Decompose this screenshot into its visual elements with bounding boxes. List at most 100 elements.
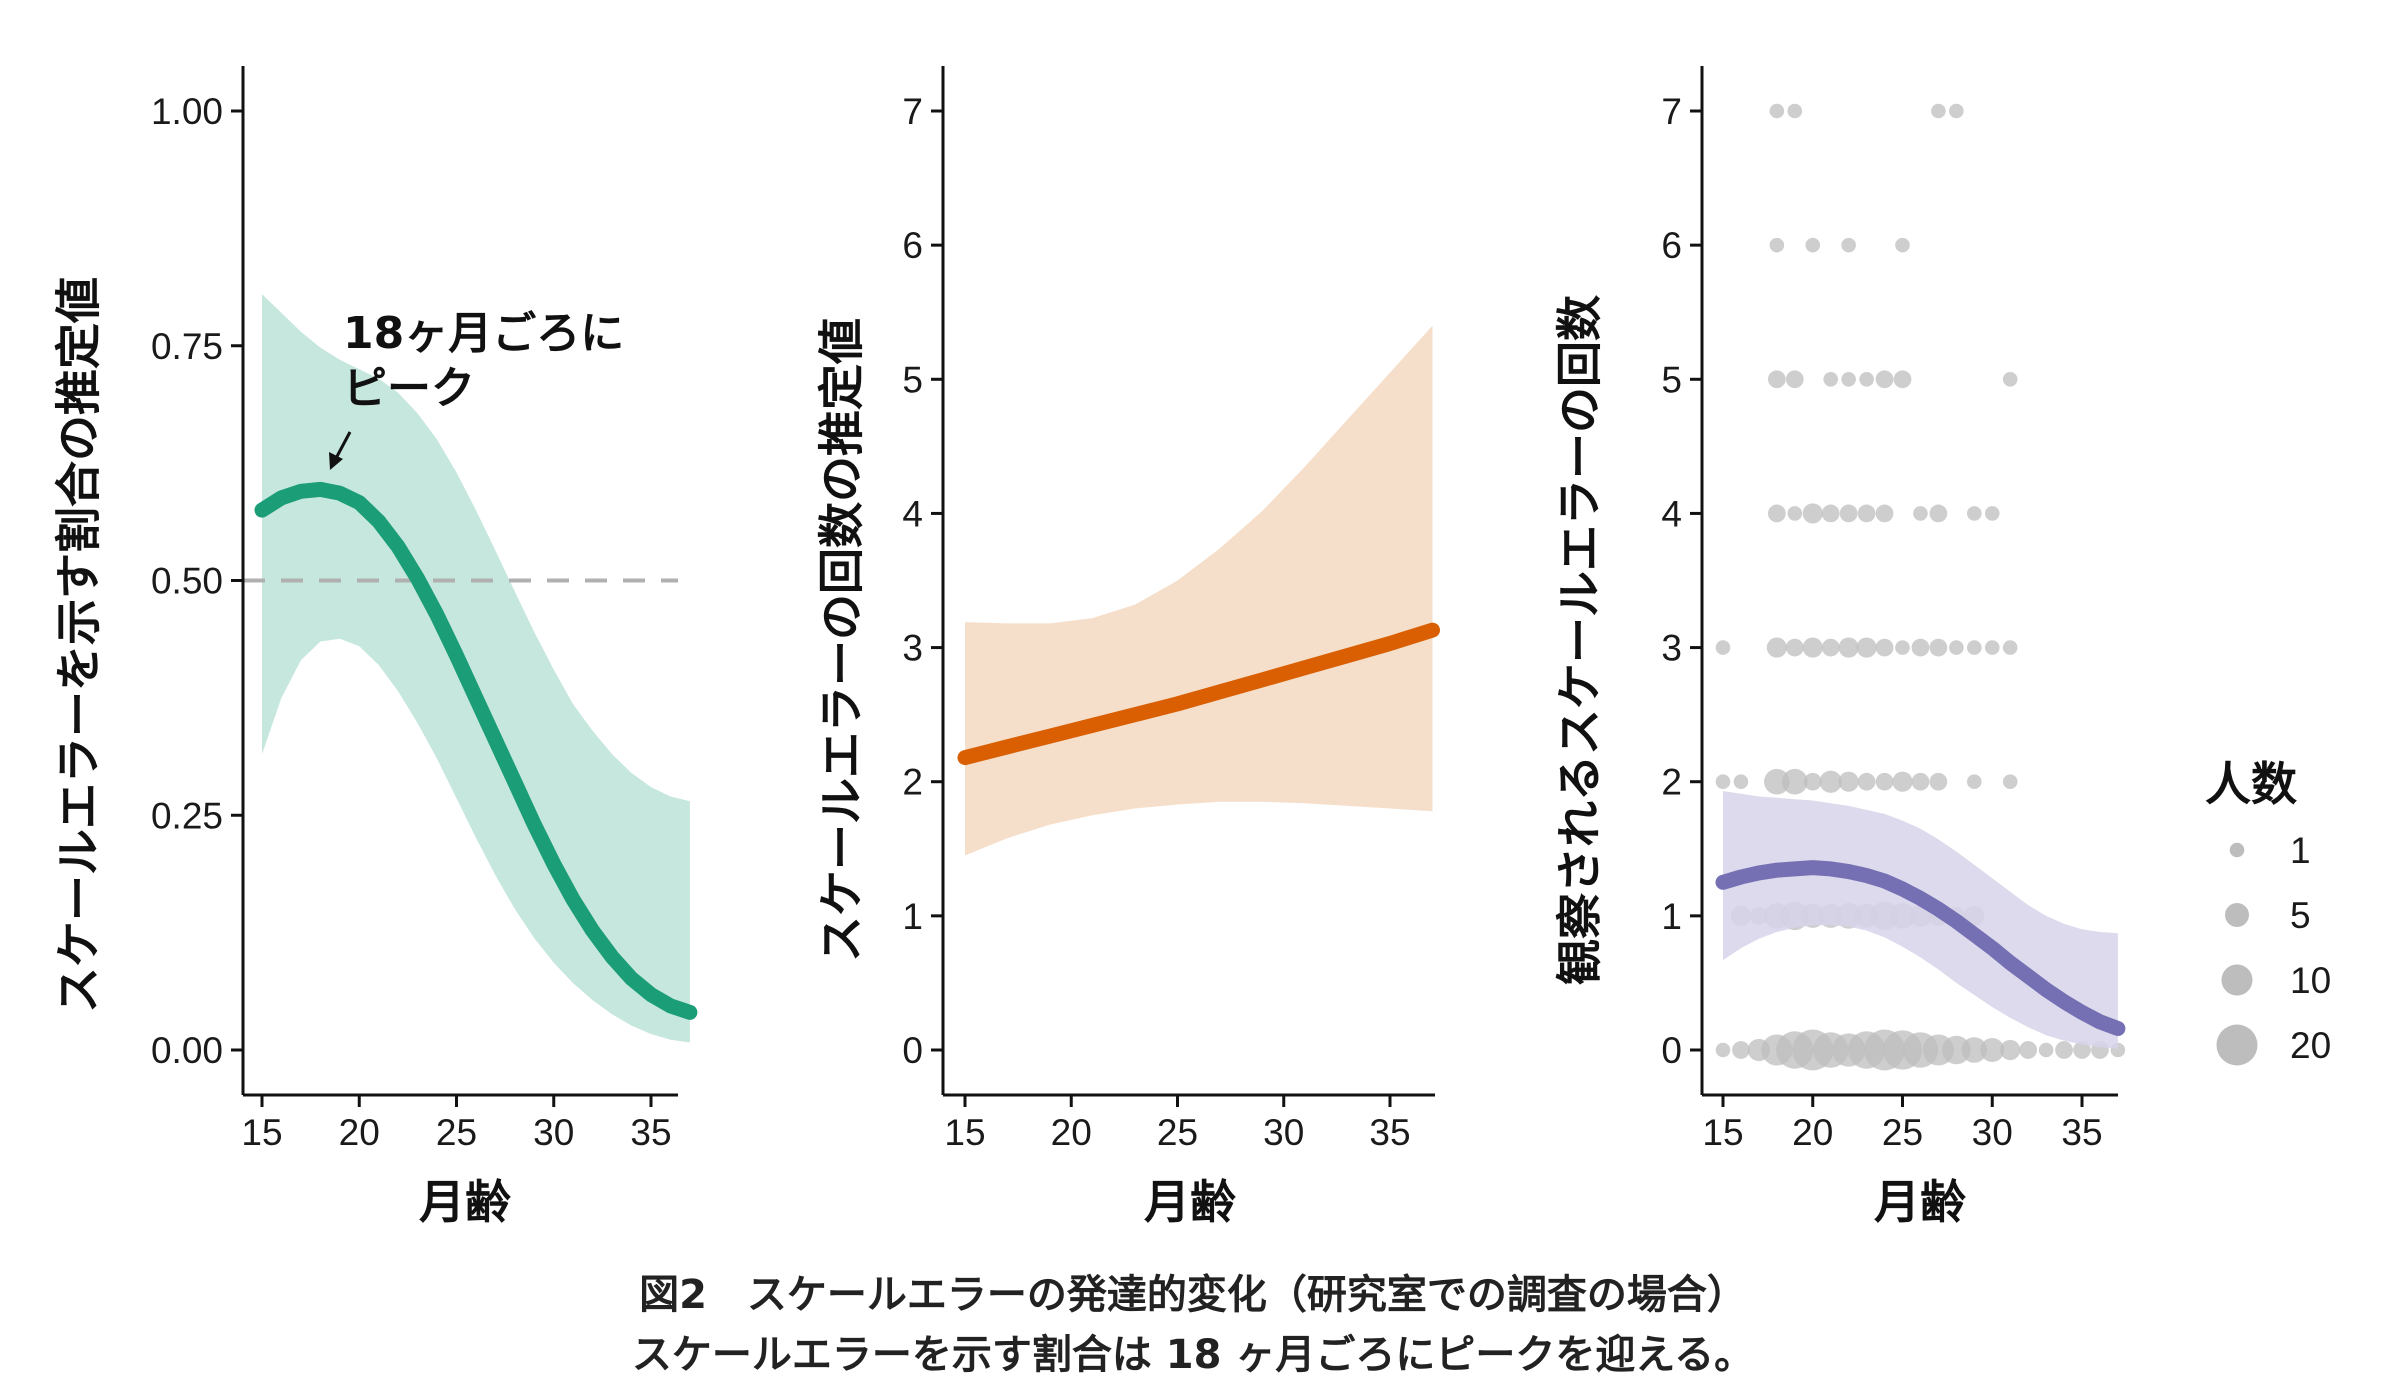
data-point <box>1781 768 1808 795</box>
data-point <box>1838 771 1859 792</box>
data-point <box>1787 506 1803 521</box>
y-tick-label: 1 <box>1661 896 1682 937</box>
data-point <box>1769 237 1785 253</box>
data-point <box>1929 504 1948 523</box>
y-tick-label: 2 <box>1661 762 1682 803</box>
x-tick-label: 25 <box>1157 1112 1198 1153</box>
panel-2-count-estimate: 0 1 2 3 4 5 6 7 15 20 25 30 35 月齢 スケールエラーの回数の推定値 <box>815 66 1440 1229</box>
data-point <box>1857 772 1876 791</box>
annotation-arrow-head <box>329 452 343 470</box>
x-tick-label: 15 <box>1702 1112 1743 1153</box>
data-point <box>1819 770 1842 793</box>
figure-caption-title: 図2 スケールエラーの発達的変化（研究室での調査の場合） <box>639 1272 1747 1318</box>
data-point <box>1785 370 1804 389</box>
data-point <box>1715 1042 1731 1058</box>
data-point <box>1821 504 1840 523</box>
annotation-line-2: ピーク <box>343 363 475 414</box>
y-tick-label: 3 <box>902 628 923 669</box>
x-tick-label: 35 <box>1369 1112 1410 1153</box>
x-axis-title: 月齢 <box>1874 1175 1966 1229</box>
size-legend: 人数 1 5 10 20 <box>2205 757 2331 1066</box>
data-point <box>2038 1042 2054 1058</box>
data-point <box>1859 371 1874 387</box>
fitted-curve <box>1715 860 2126 1036</box>
data-point <box>2002 640 2018 655</box>
data-point <box>1895 237 1910 253</box>
y-tick-label: 0.25 <box>151 795 223 836</box>
y-tick-label: 0 <box>1661 1030 1682 1071</box>
axis-ticks: 0 1 2 3 4 5 6 7 15 20 25 30 35 <box>1661 91 2102 1153</box>
data-point <box>1715 774 1731 790</box>
x-tick-label: 20 <box>1792 1112 1833 1153</box>
data-point <box>2002 774 2018 790</box>
data-point <box>1967 640 1982 655</box>
x-tick-label: 15 <box>944 1112 985 1153</box>
x-tick-label: 20 <box>339 1112 380 1153</box>
y-tick-label: 2 <box>902 762 923 803</box>
x-tick-label: 15 <box>241 1112 282 1153</box>
data-point <box>1767 504 1786 523</box>
data-point <box>1802 503 1823 524</box>
legend-key <box>2229 842 2245 858</box>
data-point <box>1875 638 1894 657</box>
y-tick-label: 0.50 <box>151 561 223 602</box>
x-tick-label: 20 <box>1051 1112 1092 1153</box>
data-point <box>1875 504 1894 523</box>
y-tick-label: 0.00 <box>151 1030 223 1071</box>
y-tick-label: 6 <box>1661 225 1682 266</box>
y-tick-label: 0 <box>902 1030 923 1071</box>
data-point <box>1715 640 1731 655</box>
data-point <box>2000 1039 2021 1061</box>
data-point <box>1949 103 1964 119</box>
legend-label: 5 <box>2290 895 2311 936</box>
y-tick-label: 6 <box>902 225 923 266</box>
y-tick-label: 1 <box>902 896 923 937</box>
data-point <box>1769 103 1785 119</box>
data-point <box>1967 774 1982 790</box>
x-tick-label: 35 <box>2061 1112 2102 1153</box>
peak-annotation: 18ヶ月ごろに ピーク <box>329 308 624 470</box>
data-point <box>1895 640 1910 655</box>
fitted-curve <box>957 622 1440 766</box>
data-point <box>1841 237 1856 253</box>
panel-1-proportion: 0.00 0.25 0.50 0.75 1.00 15 20 25 30 35 月齢 スケールエラ… <box>52 66 698 1229</box>
data-point <box>1875 370 1894 389</box>
confidence-band <box>262 294 690 1043</box>
data-point <box>2019 1041 2038 1059</box>
data-point <box>1875 772 1894 791</box>
data-point <box>1984 506 2000 521</box>
data-point <box>1949 640 1964 655</box>
legend-title: 人数 <box>2205 757 2297 811</box>
data-point <box>1766 637 1787 658</box>
data-point <box>1764 768 1790 795</box>
legend-items: 1 5 10 20 <box>2216 830 2331 1066</box>
y-tick-label: 7 <box>902 91 923 132</box>
y-tick-label: 5 <box>1661 359 1682 400</box>
annotation-line-1: 18ヶ月ごろに <box>343 308 624 359</box>
data-point <box>1984 640 2000 655</box>
data-point <box>1856 637 1877 658</box>
data-point <box>1841 371 1856 387</box>
legend-key <box>2221 964 2253 996</box>
data-point <box>1785 638 1804 657</box>
data-point <box>1857 504 1876 523</box>
x-tick-label: 30 <box>533 1112 574 1153</box>
data-point <box>2055 1041 2073 1059</box>
data-point <box>1787 103 1803 119</box>
axis-ticks: 0 1 2 3 4 5 6 7 15 20 25 30 35 <box>902 91 1410 1153</box>
data-point <box>1911 772 1930 791</box>
legend-label: 1 <box>2290 830 2311 871</box>
data-point <box>1838 637 1859 658</box>
axis-ticks: 0.00 0.25 0.50 0.75 1.00 15 20 25 30 35 <box>151 91 672 1153</box>
data-point <box>1803 772 1822 791</box>
data-point <box>1802 637 1823 658</box>
y-tick-label: 4 <box>902 493 923 534</box>
data-point <box>1980 1038 2005 1062</box>
panel-3-observed-count: 0 1 2 3 4 5 6 7 15 20 25 30 35 月齢 観察されるスケールエラーの回数 <box>1553 66 2126 1229</box>
confidence-band <box>1723 791 2118 1049</box>
data-point <box>1913 506 1928 521</box>
y-tick-label: 7 <box>1661 91 1682 132</box>
data-point <box>1929 772 1948 791</box>
data-point <box>1961 1037 1988 1063</box>
data-point <box>1892 771 1913 792</box>
